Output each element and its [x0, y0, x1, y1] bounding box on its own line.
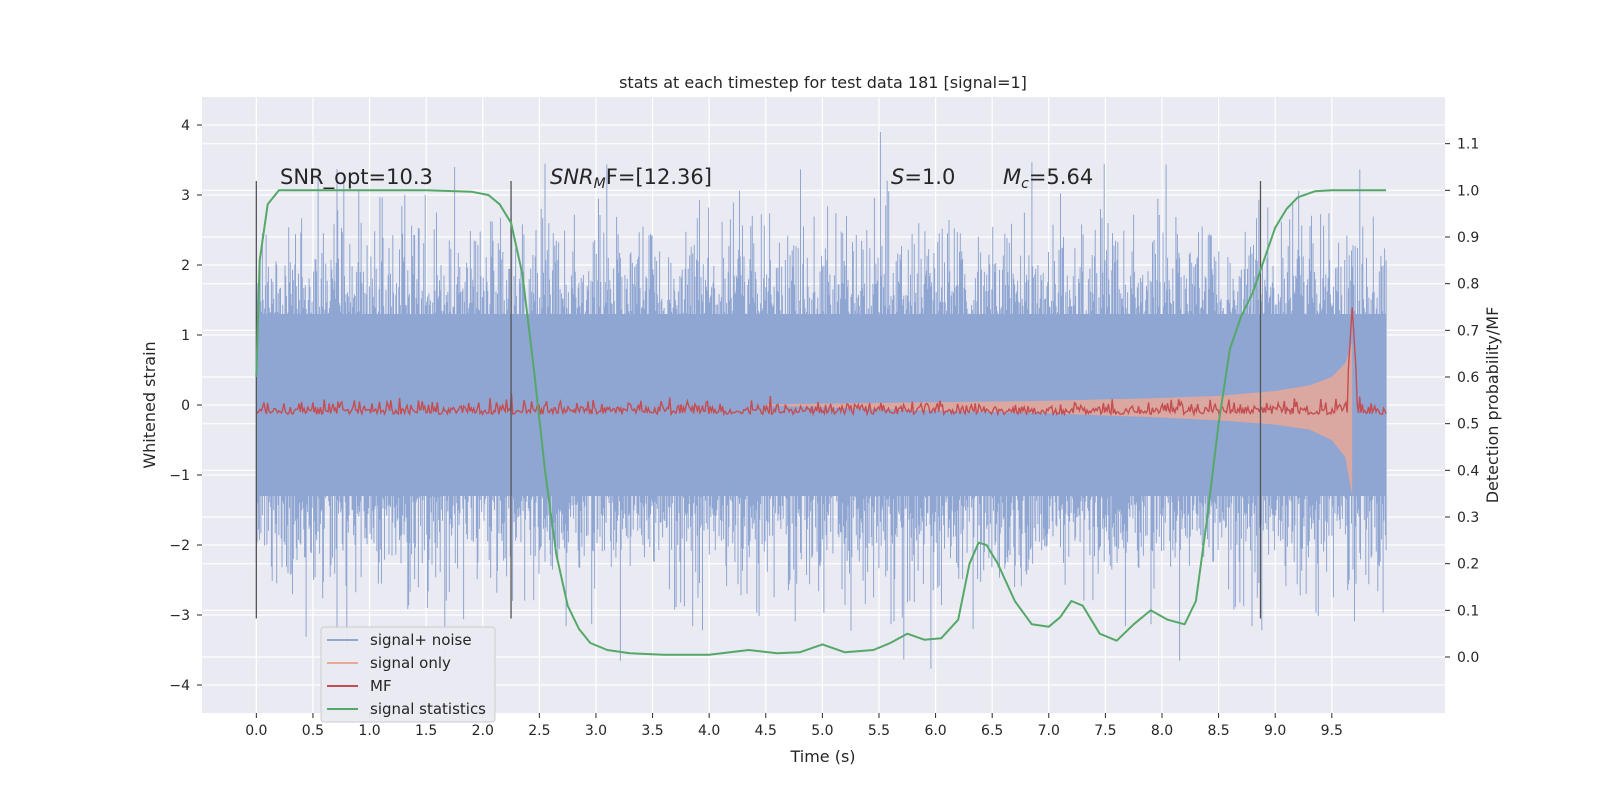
y-tick-label: −1 [169, 468, 190, 484]
mf-trace [255, 307, 1387, 417]
stats-layer [255, 189, 1387, 656]
x-tick-label: 4.5 [755, 723, 777, 739]
x-tick-label: 3.0 [585, 723, 607, 739]
y-tick-label: 4 [181, 118, 190, 134]
y2-tick-label: 0.3 [1457, 510, 1479, 526]
x-axis-label: Time (s) [789, 747, 855, 766]
x-tick-label: 5.0 [811, 723, 833, 739]
x-tick-label: 9.0 [1264, 723, 1286, 739]
annotation-s-rest: =1.0 [904, 165, 955, 189]
x-tick-label: 0.0 [245, 723, 267, 739]
annotation-mc: Mc=5.64 [1003, 165, 1093, 192]
annotation-snr-mf: SNRMF=[12.36] [550, 165, 712, 192]
signal-only-envelope [765, 342, 1353, 496]
y2-tick-label: 0.4 [1457, 463, 1479, 479]
signal-statistics-line [255, 189, 1387, 656]
legend-label-noise: signal+ noise [370, 631, 472, 649]
x-tick-label: 9.5 [1321, 723, 1343, 739]
x-tick-label: 8.5 [1207, 723, 1229, 739]
y2-tick-label: 1.1 [1457, 137, 1479, 153]
x-tick-label: 1.5 [415, 723, 437, 739]
y-tick-label: −3 [169, 608, 190, 624]
y-tick-label: 3 [181, 188, 190, 204]
x-tick-label: 7.0 [1038, 723, 1060, 739]
y2-tick-label: 0.0 [1457, 650, 1479, 666]
x-tick-label: 2.5 [528, 723, 550, 739]
y2-tick-label: 0.8 [1457, 277, 1479, 293]
legend-label-signal: signal only [370, 654, 451, 672]
x-tick-label: 4.0 [698, 723, 720, 739]
x-tick-label: 1.0 [358, 723, 380, 739]
legend-box [320, 626, 496, 723]
x-tick-label: 3.5 [641, 723, 663, 739]
annotation-mc-var: M [1003, 165, 1021, 189]
y-tick-label: 2 [181, 258, 190, 274]
annotation-snr-mf-var: SNR [550, 165, 594, 189]
axes-labels: 0.0 0.5 1.0 1.5 2.0 2.5 3.0 3.5 4.0 4.5 5.0 5.5 6.0 6… [169, 118, 1479, 739]
annotation-mc-sub: c [1021, 176, 1029, 192]
annotation-snr-mf-rest: F=[12.36] [606, 165, 712, 189]
annotation-mc-rest: =5.64 [1029, 165, 1093, 189]
vertical-markers [255, 181, 1262, 619]
y-tick-label: 1 [181, 328, 190, 344]
y-tick-label: −2 [169, 538, 190, 554]
y2-tick-label: 0.1 [1457, 603, 1479, 619]
annotation-s-var: S [891, 165, 904, 189]
signal-layer [765, 342, 1353, 496]
legend: signal+ noise signal only MF signal stat… [320, 626, 496, 723]
y2-tick-label: 0.2 [1457, 557, 1479, 573]
y-axis-label: Whitened strain [140, 341, 159, 468]
y2-axis-label: Detection probability/MF [1483, 307, 1502, 504]
x-tick-label: 8.0 [1151, 723, 1173, 739]
x-tick-label: 6.0 [924, 723, 946, 739]
legend-label-mf: MF [370, 677, 392, 695]
chart-title: stats at each timestep for test data 181… [619, 73, 1027, 92]
x-tick-label: 2.0 [472, 723, 494, 739]
x-tick-label: 7.5 [1094, 723, 1116, 739]
x-tick-label: 6.5 [981, 723, 1003, 739]
annotation-snr-opt: SNR_opt=10.3 [280, 165, 433, 190]
y2-tick-label: 0.7 [1457, 323, 1479, 339]
mf-layer [255, 307, 1387, 417]
annotation-snr-mf-sub: M [594, 176, 606, 192]
annotation-s: S=1.0 [891, 165, 955, 189]
x-tick-label: 5.5 [868, 723, 890, 739]
x-tick-label: 0.5 [302, 723, 324, 739]
legend-label-stats: signal statistics [370, 700, 486, 718]
y2-tick-label: 0.5 [1457, 417, 1479, 433]
y-tick-label: 0 [181, 398, 190, 414]
y2-tick-label: 0.9 [1457, 230, 1479, 246]
y2-tick-label: 1.0 [1457, 183, 1479, 199]
y2-tick-label: 0.6 [1457, 370, 1479, 386]
y-tick-label: −4 [169, 678, 190, 694]
